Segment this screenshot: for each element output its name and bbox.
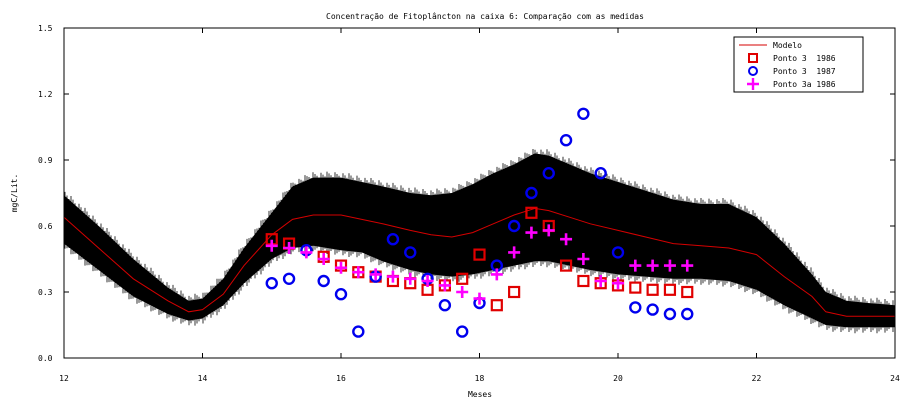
point-ponto-3-1986 xyxy=(508,285,521,299)
point-ponto-3a-1986 xyxy=(681,259,694,272)
point-ponto-3-1987 xyxy=(386,232,400,246)
point-ponto-3a-1986 xyxy=(456,286,469,298)
point-ponto-3-1987 xyxy=(594,166,607,180)
point-ponto-3-1987 xyxy=(352,325,365,338)
point-ponto-3-1987 xyxy=(282,272,296,285)
x-tick-label: 16 xyxy=(336,374,346,383)
y-tick-label: 0.6 xyxy=(38,222,53,231)
point-ponto-3-1987 xyxy=(577,107,590,121)
point-ponto-3-1987 xyxy=(629,301,642,314)
point-ponto-3-1987 xyxy=(507,219,521,233)
point-ponto-3-1986 xyxy=(490,299,503,312)
point-ponto-3-1986 xyxy=(559,259,573,272)
point-ponto-3-1987 xyxy=(455,325,469,338)
point-ponto-3-1986 xyxy=(456,272,469,285)
point-ponto-3a-1986 xyxy=(265,239,278,252)
x-tick-label: 18 xyxy=(475,374,485,383)
point-ponto-3-1987 xyxy=(542,166,555,180)
point-ponto-3-1986 xyxy=(646,283,659,296)
legend-label-ponto-3a-1986: Ponto 3a 1986 xyxy=(773,80,836,89)
point-ponto-3-1987 xyxy=(265,277,278,290)
point-ponto-3a-1986 xyxy=(663,259,676,272)
point-ponto-3a-1986 xyxy=(577,253,590,265)
x-tick-label: 22 xyxy=(752,374,762,383)
point-ponto-3-1987 xyxy=(646,303,659,316)
point-ponto-3a-1986 xyxy=(438,279,451,292)
point-ponto-3-1986 xyxy=(473,248,486,261)
point-ponto-3a-1986 xyxy=(317,253,330,265)
legend: Modelo Ponto 3 1986 Ponto 3 1987 Ponto 3… xyxy=(733,36,864,93)
legend-label-ponto-3-1987: Ponto 3 1987 xyxy=(773,67,836,76)
point-ponto-3-1987 xyxy=(559,133,573,147)
point-ponto-3-1986 xyxy=(577,274,590,288)
point-ponto-3-1987 xyxy=(317,274,330,288)
point-ponto-3-1987 xyxy=(404,246,417,259)
point-ponto-3a-1986 xyxy=(646,259,659,272)
point-ponto-3a-1986 xyxy=(594,275,607,287)
model-line xyxy=(63,207,895,317)
point-ponto-3a-1986 xyxy=(404,272,417,285)
x-axis: 12 14 16 18 20 22 24 xyxy=(59,28,900,383)
y-axis: 0.0 0.3 0.6 0.9 1.2 1.5 xyxy=(38,24,895,363)
model-envelope xyxy=(64,149,895,334)
series-ponto-3a-1986 xyxy=(265,224,694,305)
point-ponto-3a-1986 xyxy=(508,246,521,259)
point-ponto-3a-1986 xyxy=(352,266,365,279)
legend-label-modelo: Modelo xyxy=(773,41,802,50)
point-ponto-3-1986 xyxy=(681,285,694,299)
y-axis-label: mgC/Lit. xyxy=(10,174,19,213)
point-ponto-3a-1986 xyxy=(421,275,434,287)
point-ponto-3a-1986 xyxy=(335,261,347,274)
point-ponto-3-1987 xyxy=(525,186,538,200)
point-ponto-3-1987 xyxy=(438,299,452,312)
point-ponto-3-1987 xyxy=(663,307,677,321)
point-ponto-3a-1986 xyxy=(300,246,313,259)
point-ponto-3a-1986 xyxy=(490,268,503,281)
point-ponto-3a-1986 xyxy=(525,226,538,239)
point-ponto-3a-1986 xyxy=(542,224,555,237)
point-ponto-3-1987 xyxy=(611,246,625,259)
model-envelope-oscillation xyxy=(64,149,894,334)
point-ponto-3-1986 xyxy=(629,281,642,294)
point-ponto-3a-1986 xyxy=(283,242,296,254)
legend-swatch-ponto-3-1987 xyxy=(748,66,758,76)
y-tick-label: 0.9 xyxy=(38,156,53,165)
x-axis-label: Meses xyxy=(468,390,492,399)
point-ponto-3-1987 xyxy=(681,307,694,321)
point-ponto-3a-1986 xyxy=(473,292,486,305)
point-ponto-3-1986 xyxy=(525,206,538,219)
x-tick-label: 20 xyxy=(613,374,623,383)
x-tick-label: 12 xyxy=(59,374,69,383)
point-ponto-3a-1986 xyxy=(386,270,399,283)
legend-swatch-ponto-3-1986 xyxy=(748,53,758,63)
point-ponto-3a-1986 xyxy=(369,268,382,281)
x-tick-label: 24 xyxy=(890,374,900,383)
y-tick-label: 0.3 xyxy=(38,288,53,297)
point-ponto-3-1987 xyxy=(334,288,348,301)
legend-label-ponto-3-1986: Ponto 3 1986 xyxy=(773,54,836,63)
point-ponto-3-1986 xyxy=(663,283,677,296)
y-tick-label: 0.0 xyxy=(38,354,53,363)
x-tick-label: 14 xyxy=(198,374,208,383)
point-ponto-3a-1986 xyxy=(560,233,573,246)
point-ponto-3a-1986 xyxy=(629,259,642,272)
model-envelope-area xyxy=(64,153,895,328)
legend-swatch-ponto-3a-1986 xyxy=(747,78,759,90)
point-ponto-3a-1986 xyxy=(612,277,624,290)
y-tick-label: 1.2 xyxy=(38,90,53,99)
y-tick-label: 1.5 xyxy=(38,24,53,33)
chart-title: Concentração de Fitoplâncton na caixa 6:… xyxy=(326,12,644,21)
